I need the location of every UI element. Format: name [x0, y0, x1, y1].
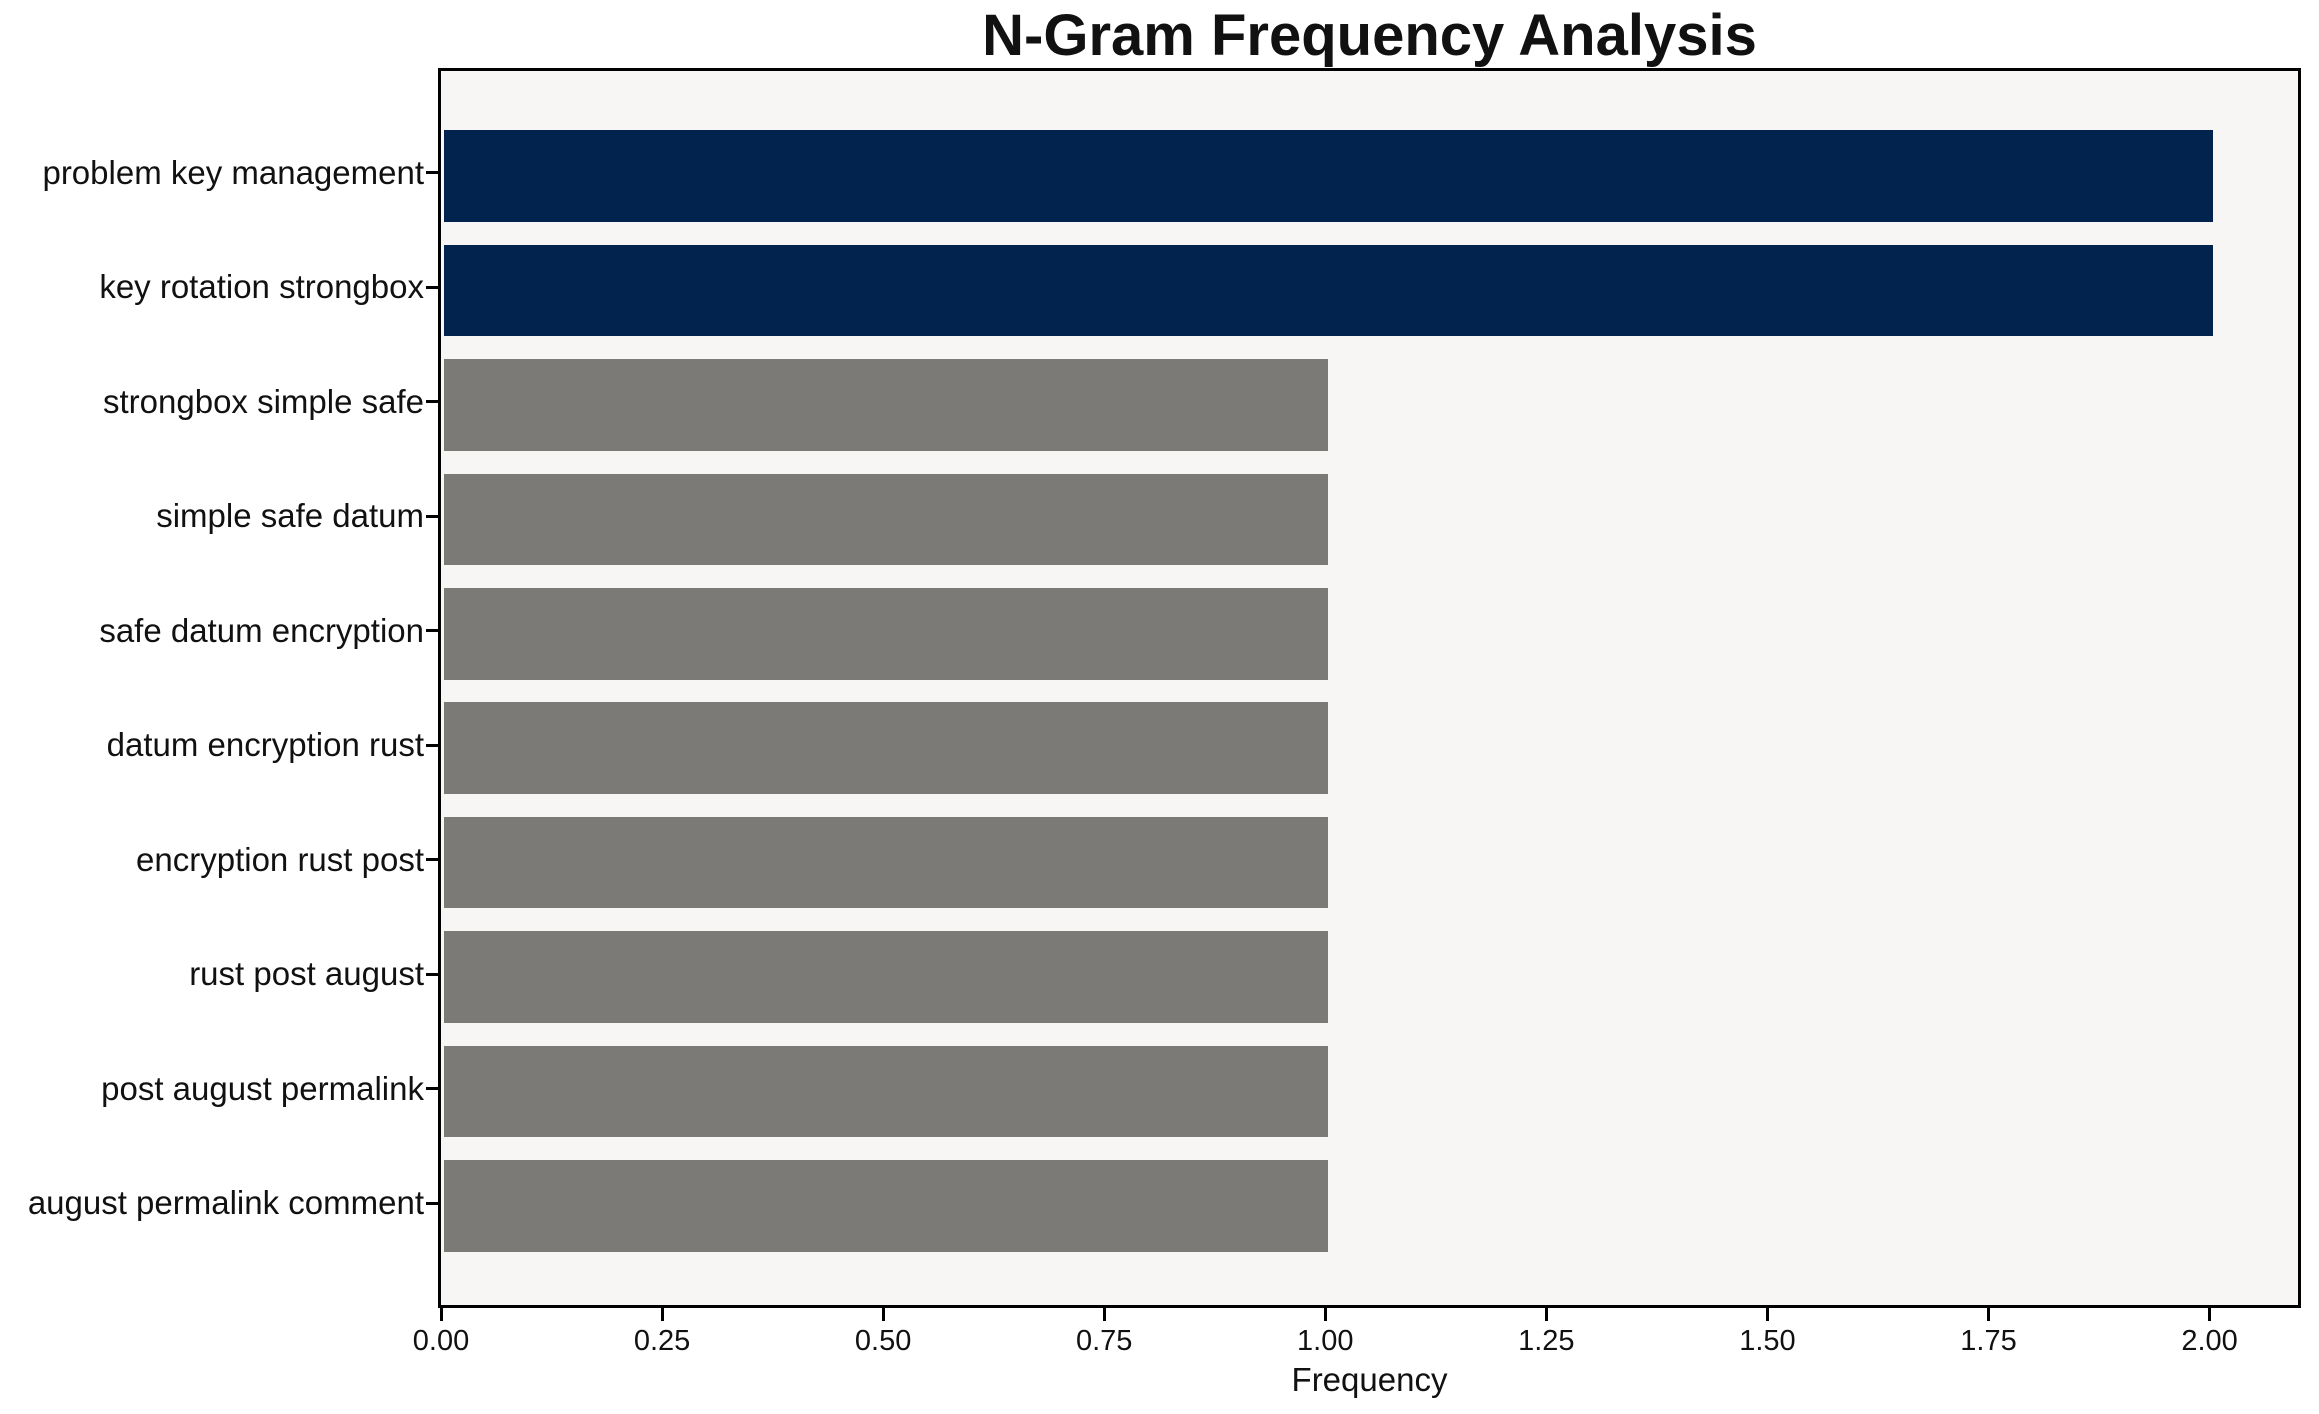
y-tick-mark	[426, 1201, 438, 1205]
bar	[444, 931, 1329, 1023]
plot-area	[438, 68, 2301, 1308]
bar	[444, 816, 1329, 909]
x-axis-label: Frequency	[1291, 1361, 1448, 1398]
y-category-label: simple safe datum	[156, 497, 424, 535]
bar	[444, 702, 1329, 794]
y-tick-mark	[426, 629, 438, 633]
bar	[444, 1045, 1329, 1138]
x-tick-mark	[881, 1308, 885, 1321]
x-tick-mark	[1102, 1308, 1106, 1321]
y-tick-mark	[426, 514, 438, 518]
x-tick-label: 1.50	[1739, 1325, 1796, 1357]
x-tick-label: 0.00	[412, 1325, 470, 1357]
x-tick-mark	[1544, 1308, 1548, 1321]
y-category-label: strongbox simple safe	[103, 382, 424, 420]
x-tick-mark	[2208, 1308, 2212, 1321]
y-tick-mark	[426, 858, 438, 862]
y-category-label: august permalink comment	[27, 1184, 424, 1222]
x-tick-label: 2.00	[2181, 1325, 2238, 1357]
y-category-label: encryption rust post	[136, 840, 424, 878]
bar	[444, 1160, 1329, 1252]
y-category-label: key rotation strongbox	[99, 268, 424, 306]
x-tick-mark	[1987, 1308, 1990, 1321]
chart-title: N-Gram Frequency Analysis	[982, 3, 1757, 68]
bar	[444, 587, 1329, 680]
x-tick-mark	[1323, 1308, 1327, 1321]
x-tick-label: 0.75	[1075, 1325, 1133, 1357]
bar	[444, 473, 1329, 566]
y-category-label: safe datum encryption	[99, 611, 424, 649]
x-tick-mark	[439, 1308, 443, 1321]
bar	[444, 130, 2213, 222]
bar	[444, 244, 2213, 337]
y-tick-mark	[426, 1087, 438, 1091]
x-tick-label: 0.50	[854, 1325, 912, 1357]
y-category-label: post august permalink	[101, 1069, 424, 1107]
y-category-label: rust post august	[189, 955, 424, 993]
y-tick-mark	[426, 972, 438, 976]
bar	[444, 359, 1329, 451]
x-tick-label: 1.75	[1960, 1325, 2017, 1357]
x-tick-label: 1.00	[1297, 1325, 1354, 1357]
x-tick-label: 0.25	[633, 1325, 691, 1357]
y-tick-mark	[426, 743, 438, 747]
y-tick-mark	[426, 285, 438, 289]
y-category-label: problem key management	[42, 153, 424, 191]
bars-layer	[444, 74, 2301, 1308]
y-tick-mark	[426, 400, 438, 404]
x-tick-mark	[1765, 1308, 1769, 1321]
y-tick-mark	[426, 171, 438, 175]
x-tick-label: 1.25	[1518, 1325, 1575, 1357]
y-category-label: datum encryption rust	[106, 726, 424, 764]
x-tick-mark	[660, 1308, 664, 1321]
